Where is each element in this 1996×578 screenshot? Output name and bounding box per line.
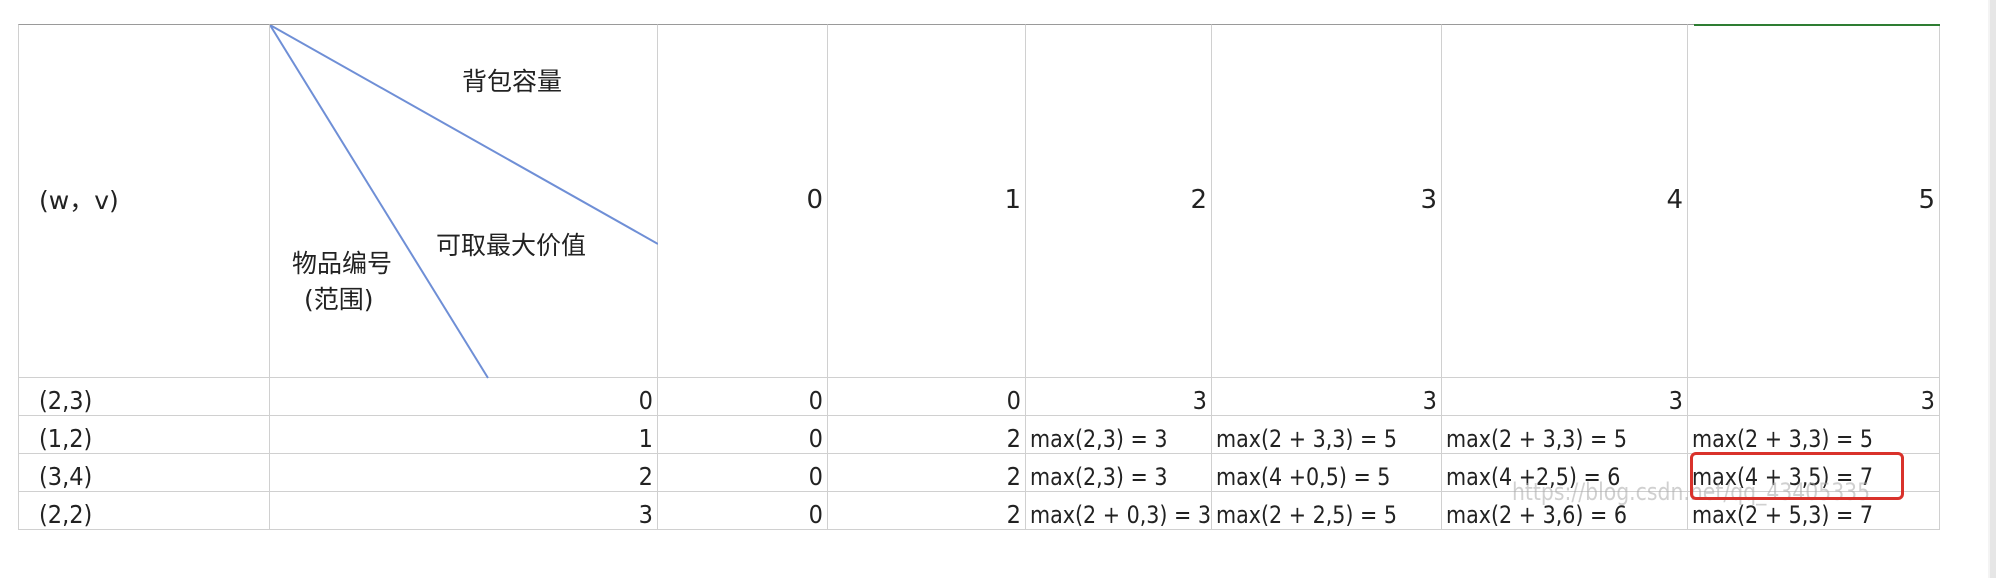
row-2-c5[interactable]: max(4 + 3,5) = 7 <box>1688 454 1940 492</box>
row-0-index[interactable]: 0 <box>270 378 658 416</box>
row-3-c2[interactable]: max(2 + 0,3) = 3 <box>1026 492 1212 530</box>
capacity-4-text: 4 <box>1666 185 1683 215</box>
row-2-index[interactable]: 2 <box>270 454 658 492</box>
header-capacity-3[interactable]: 3 <box>1212 24 1442 378</box>
row-1-index[interactable]: 1 <box>270 416 658 454</box>
row-1-c4[interactable]: max(2 + 3,3) = 5 <box>1442 416 1688 454</box>
row-3-c3[interactable]: max(2 + 2,5) = 5 <box>1212 492 1442 530</box>
row-2-c3[interactable]: max(4 +0,5) = 5 <box>1212 454 1442 492</box>
row-1-c2[interactable]: max(2,3) = 3 <box>1026 416 1212 454</box>
row-2-c0[interactable]: 0 <box>658 454 828 492</box>
row-1-c1[interactable]: 2 <box>828 416 1026 454</box>
header-item-label-line1: 物品编号 <box>292 249 393 278</box>
diagonal-line-upper <box>270 25 658 245</box>
header-wv-label: (w，v) <box>39 185 119 215</box>
row-2-c2[interactable]: max(2,3) = 3 <box>1026 454 1212 492</box>
highlight-annotation-box <box>1690 452 1904 500</box>
row-0-c1[interactable]: 0 <box>828 378 1026 416</box>
row-0-c2[interactable]: 3 <box>1026 378 1212 416</box>
row-0-c0[interactable]: 0 <box>658 378 828 416</box>
vertical-scrollbar[interactable] <box>1990 0 1996 578</box>
capacity-3-text: 3 <box>1420 185 1437 215</box>
row-2-pair[interactable]: (3,4) <box>18 454 270 492</box>
row-0-c5[interactable]: 3 <box>1688 378 1940 416</box>
diagonal-lines <box>270 25 658 379</box>
row-3-index[interactable]: 3 <box>270 492 658 530</box>
diagonal-line-lower <box>270 25 489 379</box>
row-0-c4[interactable]: 3 <box>1442 378 1688 416</box>
header-capacity-2[interactable]: 2 <box>1026 24 1212 378</box>
header-capacity-5[interactable]: 5 <box>1688 24 1940 378</box>
row-0-pair[interactable]: (2,3) <box>18 378 270 416</box>
header-capacity-label: 背包容量 <box>462 67 563 96</box>
row-3-c4[interactable]: max(2 + 3,6) = 6 <box>1442 492 1688 530</box>
row-1-c5[interactable]: max(2 + 3,3) = 5 <box>1688 416 1940 454</box>
selection-indicator <box>1694 24 1940 26</box>
header-capacity-0[interactable]: 0 <box>658 24 828 378</box>
capacity-1-text: 1 <box>1004 185 1021 215</box>
row-1-c0[interactable]: 0 <box>658 416 828 454</box>
row-2-c1[interactable]: 2 <box>828 454 1026 492</box>
row-3-c5[interactable]: max(2 + 5,3) = 7 <box>1688 492 1940 530</box>
capacity-2-text: 2 <box>1190 185 1207 215</box>
header-capacity-1[interactable]: 1 <box>828 24 1026 378</box>
row-1-pair[interactable]: (1,2) <box>18 416 270 454</box>
row-1-c3[interactable]: max(2 + 3,3) = 5 <box>1212 416 1442 454</box>
row-3-c0[interactable]: 0 <box>658 492 828 530</box>
capacity-0-text: 0 <box>806 185 823 215</box>
row-2-c4[interactable]: max(4 +2,5) = 6 <box>1442 454 1688 492</box>
scrollbar-edge <box>1988 0 1990 578</box>
row-3-c1[interactable]: 2 <box>828 492 1026 530</box>
header-diagonal-cell[interactable]: 背包容量 可取最大价值 物品编号 (范围) <box>270 24 658 379</box>
header-item-label-line2: (范围) <box>304 285 374 314</box>
spreadsheet-table: (w，v) 背包容量 可取最大价值 物品编号 (范围) 0 1 2 3 4 5 … <box>18 24 1940 530</box>
row-0-c3[interactable]: 3 <box>1212 378 1442 416</box>
header-capacity-4[interactable]: 4 <box>1442 24 1688 378</box>
capacity-5-text: 5 <box>1918 185 1935 215</box>
row-3-pair[interactable]: (2,2) <box>18 492 270 530</box>
header-wv-cell[interactable]: (w，v) <box>18 24 270 378</box>
header-max-value-label: 可取最大价值 <box>436 231 587 260</box>
